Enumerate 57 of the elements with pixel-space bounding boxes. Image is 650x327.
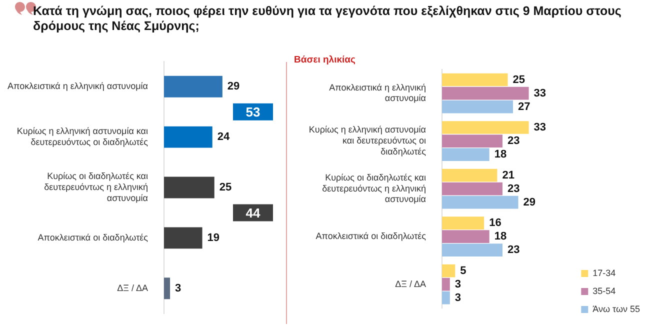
- bar: [442, 278, 450, 291]
- data-label: 5: [460, 264, 466, 277]
- legend-label: 35-54: [592, 286, 616, 296]
- data-label: 29: [523, 196, 536, 208]
- data-label: 23: [507, 135, 520, 148]
- data-label: 23: [507, 182, 520, 195]
- y-tick-label: Αποκλειστικά η ελληνική αστυνομία: [329, 82, 426, 104]
- bar: [442, 73, 508, 86]
- data-label: 29: [227, 80, 240, 93]
- y-tick-label: Κυρίως η ελληνική αστυνομία και δευτερευόντως οι διαδηλωτές: [16, 126, 149, 147]
- y-tick-label: Κυρίως οι διαδηλωτές και δευτερευόντως η ελληνική αστυνομία: [322, 172, 426, 204]
- bar: [442, 230, 490, 243]
- data-label: 25: [219, 182, 232, 194]
- text: Κατά τη γνώμη σας, ποιος φέρει την ευθύνη για τα γεγονότα που εξελίχθηκαν στις 9 Μαρτίου στους δρόμους της Νέας Σμύρνης;: [33, 4, 622, 34]
- legend-label: 17-34: [592, 268, 616, 278]
- bar: [442, 196, 518, 209]
- data-label: 27: [518, 100, 530, 113]
- data-label: 3: [454, 278, 462, 290]
- legend-label: Άνω των 55: [592, 304, 640, 314]
- y-tick-label: Αποκλειστικά η ελληνική αστυνομία: [8, 81, 148, 92]
- bar: [442, 244, 502, 257]
- bar: [164, 227, 202, 249]
- y-tick-label: Αποκλειστικά οι διαδηλωτές: [38, 232, 149, 242]
- data-label: 23: [507, 244, 520, 256]
- y-tick-label: Κυρίως η ελληνική αστυνομία και δευτερευόντως οι διαδηλωτές: [308, 124, 427, 156]
- bar: [442, 216, 484, 230]
- bar: [442, 86, 529, 100]
- bar: [442, 148, 490, 161]
- bar: [164, 176, 214, 198]
- y-tick-label: Κυρίως οι διαδηλωτές και δευτερευόντως η ελληνική αστυνομία: [44, 171, 148, 203]
- bar: [164, 126, 212, 148]
- y-tick-label: ΔΞ / ΔΑ: [117, 282, 148, 293]
- bar: [442, 264, 456, 278]
- bar: [164, 76, 222, 98]
- bar: [442, 182, 502, 196]
- data-label: 33: [534, 122, 546, 134]
- bar: [442, 100, 513, 114]
- data-label: 18: [494, 148, 507, 161]
- data-label: 33: [534, 87, 546, 100]
- bar: [442, 121, 529, 134]
- text: Βάσει ηλικίας: [294, 54, 356, 66]
- bar: [442, 134, 502, 148]
- text: 44: [246, 205, 261, 220]
- y-tick-label: Αποκλειστικά οι διαδηλωτές: [316, 231, 427, 242]
- data-label: 21: [502, 169, 514, 182]
- data-label: 24: [217, 131, 230, 144]
- data-label: 3: [175, 282, 182, 294]
- y-tick-label: ΔΞ / ΔΑ: [395, 278, 426, 289]
- data-label: 18: [494, 230, 507, 243]
- data-label: 16: [489, 217, 502, 230]
- data-label: 25: [512, 74, 525, 86]
- data-label: 19: [207, 232, 220, 244]
- text: 53: [246, 104, 260, 120]
- bar: [442, 291, 450, 304]
- bar: [164, 278, 170, 300]
- data-label: 3: [454, 292, 462, 304]
- bar: [442, 168, 498, 182]
